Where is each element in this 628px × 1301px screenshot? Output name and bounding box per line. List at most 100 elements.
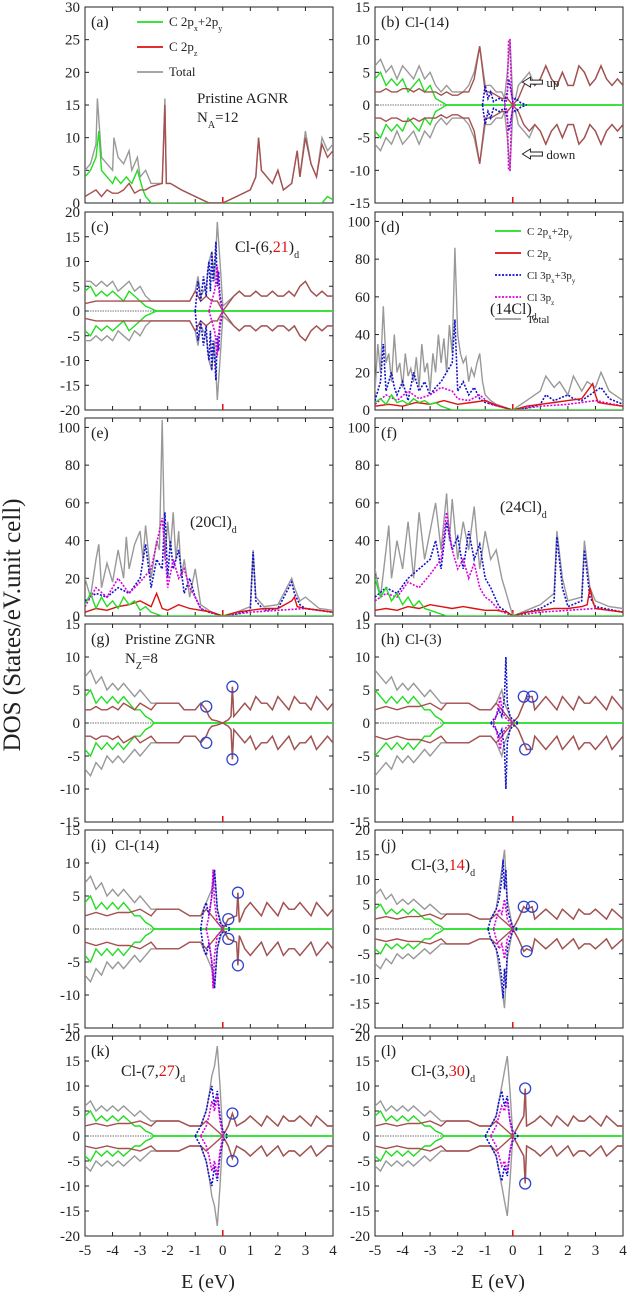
panel-label-d: (d) bbox=[381, 219, 400, 236]
x-tick-label-l: 3 bbox=[592, 1243, 600, 1259]
series-c-2px-2py-up bbox=[85, 131, 333, 203]
highlight-circle bbox=[519, 1177, 532, 1190]
series-c-2pz-up bbox=[375, 1088, 623, 1138]
x-tick-label-k: -2 bbox=[161, 1243, 174, 1259]
y-tick-label-a: 15 bbox=[65, 98, 80, 114]
y-tick-label-c: -15 bbox=[60, 378, 80, 394]
series-c-2px-2py-up bbox=[85, 591, 333, 616]
y-tick-label-j: 0 bbox=[363, 922, 371, 938]
highlight-circle bbox=[222, 912, 235, 926]
y-tick-label-c: -5 bbox=[68, 329, 81, 345]
series-c-2pz-down bbox=[375, 927, 623, 953]
series-c-2pz-up bbox=[85, 104, 333, 203]
panel-a: 0 5 10 15 20 25 30 (a) Pristine AGNR NA=12 C 2px+2… bbox=[65, 0, 334, 212]
series-c-2pz-up bbox=[375, 381, 623, 410]
y-tick-label-c: 20 bbox=[65, 205, 80, 221]
series-c-2px-2py-down bbox=[85, 722, 333, 758]
y-tick-label-c: -20 bbox=[60, 403, 80, 419]
plot-frame-f bbox=[374, 417, 624, 617]
y-tick-label-d: 60 bbox=[355, 290, 370, 306]
series-c-2pz-up bbox=[85, 1111, 333, 1138]
y-tick-label-k: 20 bbox=[65, 1029, 80, 1045]
y-tick-label-j: 15 bbox=[355, 848, 370, 864]
highlight-circle bbox=[231, 886, 245, 899]
highlight-circle bbox=[517, 900, 530, 913]
y-tick-label-a: 25 bbox=[65, 33, 80, 49]
panel-label-k: (k) bbox=[91, 1043, 110, 1060]
series-cl-3pz-up bbox=[208, 266, 224, 312]
y-tick-label-i: -5 bbox=[68, 955, 81, 971]
x-tick-label-l: 0 bbox=[509, 1243, 517, 1259]
panel-f: 0 20 40 60 80 100 (f) (24Cl)d bbox=[348, 417, 624, 625]
y-tick-label-k: 10 bbox=[65, 1079, 80, 1095]
y-tick-label-e: 80 bbox=[65, 458, 80, 474]
series-c-2px-2py-up bbox=[375, 578, 623, 616]
highlight-circle bbox=[231, 959, 245, 972]
series-c-2pz-up bbox=[375, 695, 623, 725]
highlight-circle bbox=[517, 690, 530, 703]
panel-title-b: Cl-(14) bbox=[405, 15, 449, 31]
y-tick-label-g: -15 bbox=[60, 815, 80, 831]
y-tick-label-h: 0 bbox=[363, 716, 371, 732]
legend-label-d: Cl 3pz bbox=[527, 292, 554, 307]
y-tick-label-f: 40 bbox=[355, 534, 370, 550]
y-tick-label-i: -15 bbox=[60, 1021, 80, 1037]
y-tick-label-g: 5 bbox=[73, 683, 81, 699]
highlight-circle bbox=[525, 900, 539, 913]
y-tick-label-d: 0 bbox=[363, 403, 371, 419]
x-tick-label-k: 4 bbox=[329, 1243, 337, 1259]
series-group-f bbox=[375, 493, 623, 616]
y-tick-label-g: 0 bbox=[73, 716, 81, 732]
series-cl-3pz-down bbox=[492, 928, 514, 959]
series-cl-3pxy-up bbox=[484, 1090, 519, 1137]
x-tick-label-k: -5 bbox=[79, 1243, 92, 1259]
series-group-k bbox=[85, 1045, 333, 1227]
series-c-2px-2py-down bbox=[375, 104, 623, 140]
y-tick-label-e: 20 bbox=[65, 571, 80, 587]
y-tick-label-i: 0 bbox=[73, 922, 81, 938]
highlight-circle bbox=[226, 1154, 239, 1168]
series-group-g bbox=[85, 668, 333, 778]
panel-title-j: Cl-(3,14)d bbox=[411, 857, 475, 879]
series-cl-3pz-up bbox=[375, 512, 623, 616]
series-group-b bbox=[375, 38, 623, 172]
x-tick-label-l: 1 bbox=[537, 1243, 545, 1259]
series-c-2pz-down bbox=[85, 722, 333, 760]
panel-label-g: (g) bbox=[91, 631, 110, 648]
y-tick-label-j: 10 bbox=[355, 873, 370, 889]
y-tick-label-c: 0 bbox=[73, 304, 81, 320]
y-tick-label-c: -10 bbox=[60, 354, 80, 370]
y-tick-label-d: 20 bbox=[355, 365, 370, 381]
series-cl-3pxy-up bbox=[375, 319, 623, 410]
legend-label-a: Total bbox=[169, 64, 196, 79]
x-tick-label-k: 3 bbox=[302, 1243, 310, 1259]
panel-title-l: Cl-(3,30)d bbox=[411, 1063, 475, 1085]
y-tick-label-d: 40 bbox=[355, 328, 370, 344]
y-tick-label-k: -5 bbox=[68, 1154, 81, 1170]
y-tick-label-c: 5 bbox=[73, 279, 81, 295]
y-tick-label-h: 10 bbox=[355, 650, 370, 666]
series-c-2pz-up bbox=[375, 587, 623, 616]
series-group-j bbox=[375, 849, 623, 1009]
series-cl-3pxy-up bbox=[194, 1085, 229, 1137]
y-tick-label-l: 15 bbox=[355, 1054, 370, 1070]
series-c-2px-2py-down bbox=[85, 928, 333, 964]
panel-title-d: (14Cl)d bbox=[490, 301, 537, 323]
y-tick-label-d: 80 bbox=[355, 252, 370, 268]
series-cl-3pxy-up bbox=[487, 859, 519, 930]
series-cl-3pz-up bbox=[85, 517, 333, 616]
x-axis-label-right: E (eV) bbox=[471, 1271, 525, 1293]
y-tick-label-a: 20 bbox=[65, 65, 80, 81]
series-cl-3pz-down bbox=[208, 310, 224, 356]
panel-label-h: (h) bbox=[381, 631, 400, 648]
panel-b: -15 -10 -5 0 5 10 15 (b) Cl-(14) up down bbox=[350, 0, 624, 212]
series-group-h bbox=[375, 656, 623, 790]
y-tick-label-b: 0 bbox=[363, 98, 371, 114]
series-c-2pz-up bbox=[85, 280, 333, 313]
x-tick-label-k: 0 bbox=[219, 1243, 227, 1259]
y-tick-label-k: -10 bbox=[60, 1179, 80, 1195]
series-cl-3pz-down bbox=[489, 1135, 514, 1172]
y-tick-label-l: -5 bbox=[358, 1154, 371, 1170]
series-cl-3pxy-up bbox=[375, 521, 623, 616]
